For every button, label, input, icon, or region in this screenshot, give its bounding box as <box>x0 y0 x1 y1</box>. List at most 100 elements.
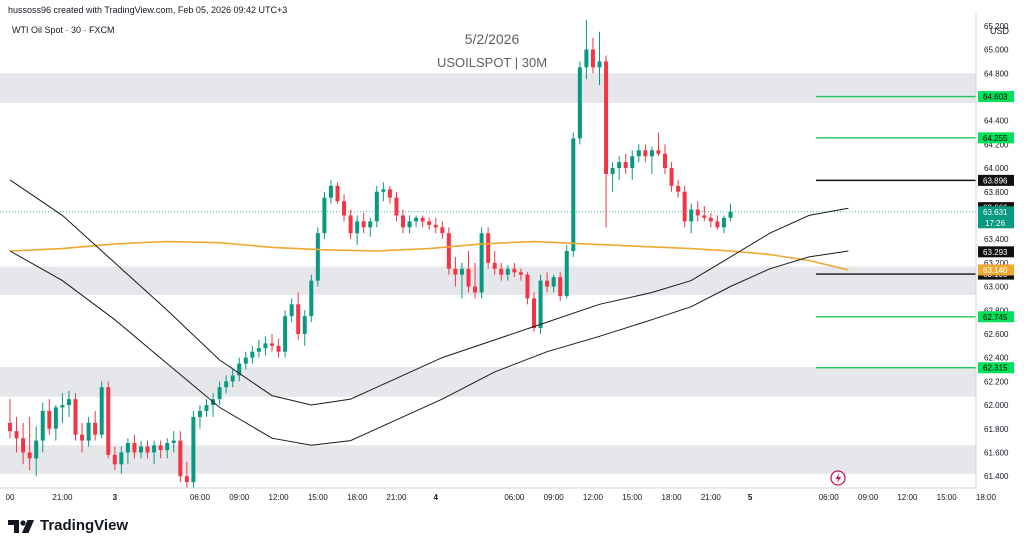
candle-body <box>486 233 491 263</box>
level-tag-label: 63.896 <box>983 176 1008 185</box>
candle-body <box>525 274 530 299</box>
moving-averages <box>9 179 849 446</box>
watermark-symbol: USOILSPOT | 30M <box>437 55 547 70</box>
level-tag-label: 62.315 <box>983 364 1008 373</box>
candle-body <box>479 233 484 293</box>
x-tick-label: 21:00 <box>386 493 407 502</box>
candle-body <box>322 197 327 234</box>
candle-body <box>93 422 98 435</box>
candle-body <box>197 410 202 417</box>
y-tick-label: 65.200 <box>984 22 1009 31</box>
candle-body <box>355 221 360 234</box>
candle-body <box>571 138 576 251</box>
candle-body <box>250 351 255 358</box>
y-tick-label: 61.800 <box>984 425 1009 434</box>
candle-body <box>499 268 504 275</box>
currency-label[interactable]: USD <box>990 26 1010 36</box>
level-tag <box>978 132 1014 144</box>
candle-body <box>604 61 609 174</box>
candle-body <box>505 268 510 275</box>
level-tag-label: 64.255 <box>983 134 1008 143</box>
x-tick-label: 06:00 <box>819 493 840 502</box>
candle-body <box>342 201 347 216</box>
support-resistance-zones <box>0 73 976 474</box>
candle-body <box>492 262 497 269</box>
ma-slow-line <box>9 240 849 271</box>
candle-body <box>401 215 405 228</box>
y-tick-label: 62.600 <box>984 330 1009 339</box>
candle-body <box>656 150 661 154</box>
candle-body <box>381 189 386 192</box>
price-tag <box>978 264 1014 276</box>
y-tick-label: 64.800 <box>984 69 1009 78</box>
candle-body <box>538 280 543 329</box>
candle-body <box>440 227 445 234</box>
y-tick-label: 62.800 <box>984 306 1009 315</box>
candle-body <box>558 277 563 297</box>
ma-lower-line <box>9 250 849 446</box>
candle-body <box>80 434 85 441</box>
candle-body <box>564 251 569 297</box>
candle-body <box>73 399 78 435</box>
level-tag-label: 62.745 <box>983 313 1008 322</box>
candle-body <box>315 233 320 281</box>
zone-band <box>0 445 976 474</box>
candle-body <box>230 375 235 382</box>
candle-body <box>132 442 137 453</box>
time-axis[interactable]: 00 21:00 3 06:00 09:00 12:00 15:00 18:00 21:00 4 0… <box>6 493 997 502</box>
candle-body <box>453 268 458 275</box>
x-tick-label: 15:00 <box>622 493 643 502</box>
price-tags: 64.60364.25563.89663.10562.74562.31563.6… <box>978 91 1014 374</box>
candle-body <box>139 446 143 453</box>
price-tag-label: 63.631 <box>983 208 1008 217</box>
candle-body <box>532 298 536 329</box>
candle-body <box>119 452 124 465</box>
candle-body <box>47 410 52 429</box>
x-tick-label: 18:00 <box>976 493 997 502</box>
x-tick-label: 09:00 <box>229 493 250 502</box>
candle-body <box>715 221 720 228</box>
candle-body <box>66 399 71 406</box>
x-tick-label: 12:00 <box>897 493 918 502</box>
level-tag <box>978 362 1014 374</box>
candle-body <box>473 286 478 293</box>
y-tick-label: 62.400 <box>984 354 1009 363</box>
candle-body <box>283 316 288 352</box>
x-tick-label: 09:00 <box>858 493 879 502</box>
candle-body <box>466 268 471 287</box>
candle-body <box>289 304 294 317</box>
credit-text: hussoss96 created with TradingView.com, … <box>8 5 287 15</box>
candle-body <box>224 381 229 388</box>
lightning-icon[interactable] <box>830 470 846 486</box>
y-tick-label: 62.000 <box>984 401 1009 410</box>
x-tick-label: 3 <box>113 493 118 502</box>
candle-body <box>302 316 307 334</box>
candle-body <box>53 407 58 429</box>
tradingview-logo[interactable]: TradingView <box>8 517 128 534</box>
x-tick-label: 18:00 <box>662 493 683 502</box>
candle-body <box>682 191 687 222</box>
horizontal-levels <box>816 95 976 369</box>
candle-body <box>256 348 261 352</box>
level-tag <box>978 174 1014 186</box>
candle-body <box>217 387 222 400</box>
candle-body <box>184 476 189 483</box>
candle-body <box>14 431 19 439</box>
candle-body <box>610 168 615 174</box>
y-tick-label: 63.400 <box>984 235 1009 244</box>
candle-body <box>446 233 451 269</box>
candle-body <box>394 197 399 216</box>
candle-body <box>335 185 340 202</box>
candle-body <box>40 410 45 441</box>
candle-body <box>263 343 268 349</box>
candle-body <box>695 209 700 216</box>
candle-body <box>577 67 582 139</box>
y-tick-label: 64.000 <box>984 164 1009 173</box>
y-tick-label: 63.800 <box>984 188 1009 197</box>
y-tick-label: 63.200 <box>984 259 1009 268</box>
candle-body <box>597 61 602 68</box>
candle-body <box>414 217 419 222</box>
symbol-title[interactable]: WTI Oil Spot · 30 · FXCM <box>12 25 115 35</box>
candle-body <box>387 189 392 198</box>
